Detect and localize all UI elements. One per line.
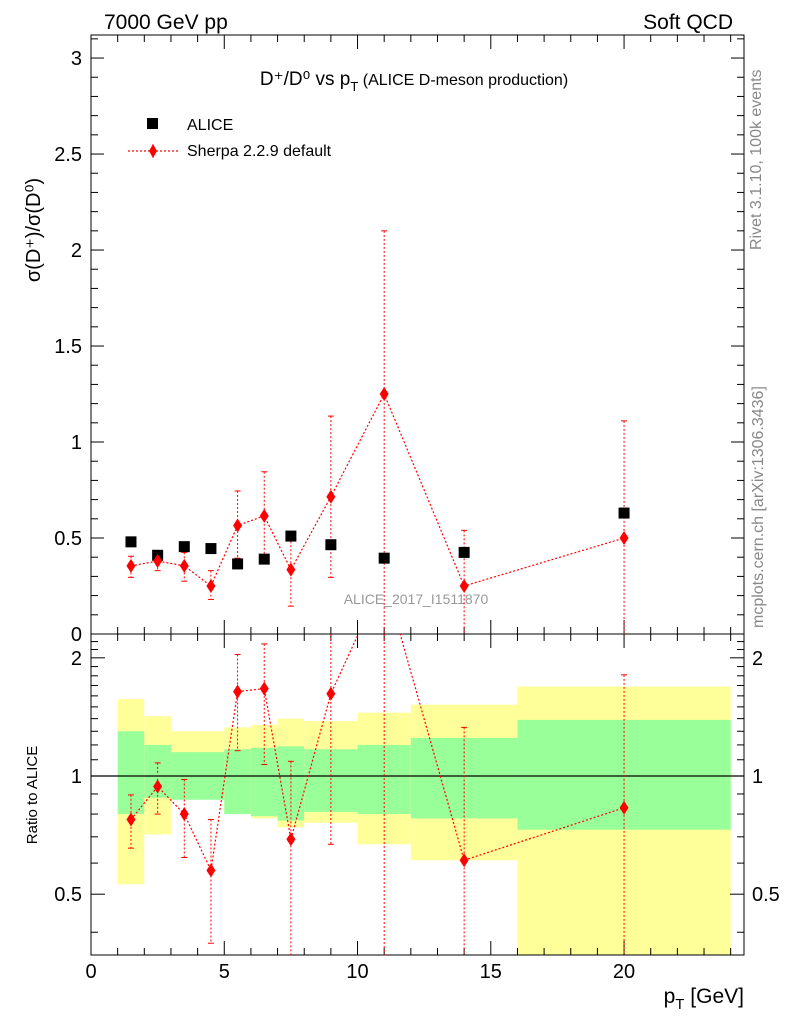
alice-point	[285, 530, 297, 542]
alice-point	[618, 507, 630, 519]
ratio-panel-axes: 0.5 0.51 12 20 5 10 15 20	[54, 633, 780, 983]
x-axis-title-sub: T	[675, 996, 684, 1013]
x-axis-title-main: p	[664, 985, 676, 1008]
x-tick-label: 0	[85, 961, 96, 983]
sherpa-point	[459, 579, 469, 594]
ratio-band-inner	[277, 746, 305, 821]
legend: ALICE Sherpa 2.2.9 default	[128, 117, 332, 160]
x-axis-title-suffix: [GeV]	[684, 985, 744, 1008]
sherpa-point	[379, 387, 389, 402]
y-tick-label-main: 1.5	[54, 336, 82, 358]
ratio-point	[459, 853, 469, 868]
alice-point	[232, 558, 244, 570]
chart-title-sub: T	[350, 79, 358, 94]
ratio-band-inner	[224, 749, 251, 815]
source-label: mcplots.cern.ch [arXiv:1306.3436]	[750, 386, 767, 628]
ratio-point	[286, 832, 296, 847]
chart-title-main: D⁺/D⁰ vs p	[260, 69, 351, 90]
ratio-point	[326, 686, 336, 701]
y-tick-label-ratio: 2	[71, 648, 82, 670]
alice-point	[458, 546, 470, 558]
sherpa-point	[126, 558, 136, 573]
sherpa-point	[286, 562, 296, 577]
y-tick-label-main: 0.5	[54, 528, 82, 550]
alice-point	[125, 536, 137, 548]
ratio-point	[179, 807, 189, 822]
y-axis-title-ratio: Ratio to ALICE	[24, 746, 41, 844]
sherpa-point	[179, 558, 189, 573]
ratio-point	[206, 863, 216, 878]
ratio-band-inner	[117, 731, 145, 815]
alice-point	[378, 552, 390, 564]
alice-point	[205, 543, 217, 555]
legend-marker-sherpa	[149, 144, 157, 158]
y-axis-title-main: σ(D⁺)/σ(D⁰)	[23, 178, 45, 282]
ratio-point	[126, 812, 136, 827]
ratio-band-inner	[250, 747, 278, 817]
sherpa-point	[259, 508, 269, 523]
y-tick-label-ratio-right: 2	[752, 648, 763, 670]
alice-point	[178, 541, 190, 553]
ratio-panel-marks	[126, 634, 629, 955]
x-tick-label: 20	[613, 961, 635, 983]
legend-marker-alice	[147, 118, 158, 129]
y-tick-label-ratio: 0.5	[54, 884, 82, 906]
ratio-uncertainty-bands	[117, 686, 731, 955]
y-tick-label-main: 3	[71, 48, 82, 70]
ratio-band-inner	[410, 737, 518, 819]
sherpa-point	[206, 579, 216, 594]
y-tick-label-main: 0	[71, 624, 82, 646]
sherpa-point	[153, 554, 163, 569]
sherpa-point	[326, 489, 336, 504]
y-tick-label-ratio-right: 1	[752, 766, 763, 788]
x-axis-title: pT [GeV]	[664, 985, 744, 1013]
ratio-sherpa-line	[130, 634, 625, 873]
legend-label-alice: ALICE	[187, 117, 233, 134]
y-tick-label-ratio: 1	[71, 766, 82, 788]
ratio-point	[153, 779, 163, 794]
sherpa-point	[619, 531, 629, 546]
ratio-clipped-marks	[126, 634, 629, 955]
x-tick-label: 15	[480, 961, 502, 983]
alice-point	[325, 539, 337, 551]
sherpa-line	[130, 392, 625, 587]
legend-label-sherpa: Sherpa 2.2.9 default	[187, 143, 332, 160]
main-panel-marks	[125, 230, 630, 634]
y-tick-label-main: 2.5	[54, 144, 82, 166]
y-tick-label-main: 2	[71, 240, 82, 262]
y-tick-label-main: 1	[71, 432, 82, 454]
alice-point	[258, 553, 270, 565]
chart-title-suffix: (ALICE D-meson production)	[358, 72, 568, 89]
rivet-version-label: Rivet 3.1.10, 100k events	[748, 69, 765, 250]
y-tick-label-ratio-right: 0.5	[752, 884, 780, 906]
x-tick-label: 5	[219, 961, 230, 983]
chart-title: D⁺/D⁰ vs pT (ALICE D-meson production)	[260, 69, 568, 94]
x-tick-label: 10	[346, 961, 368, 983]
ratio-point	[619, 800, 629, 815]
ratio-point	[233, 684, 243, 699]
sherpa-point	[233, 518, 243, 533]
ratio-panel-frame	[90, 633, 745, 956]
process-label: Soft QCD	[643, 11, 733, 34]
ratio-point	[259, 681, 269, 696]
energy-label: 7000 GeV pp	[104, 11, 228, 34]
analysis-watermark: ALICE_2017_I1511870	[344, 591, 489, 607]
